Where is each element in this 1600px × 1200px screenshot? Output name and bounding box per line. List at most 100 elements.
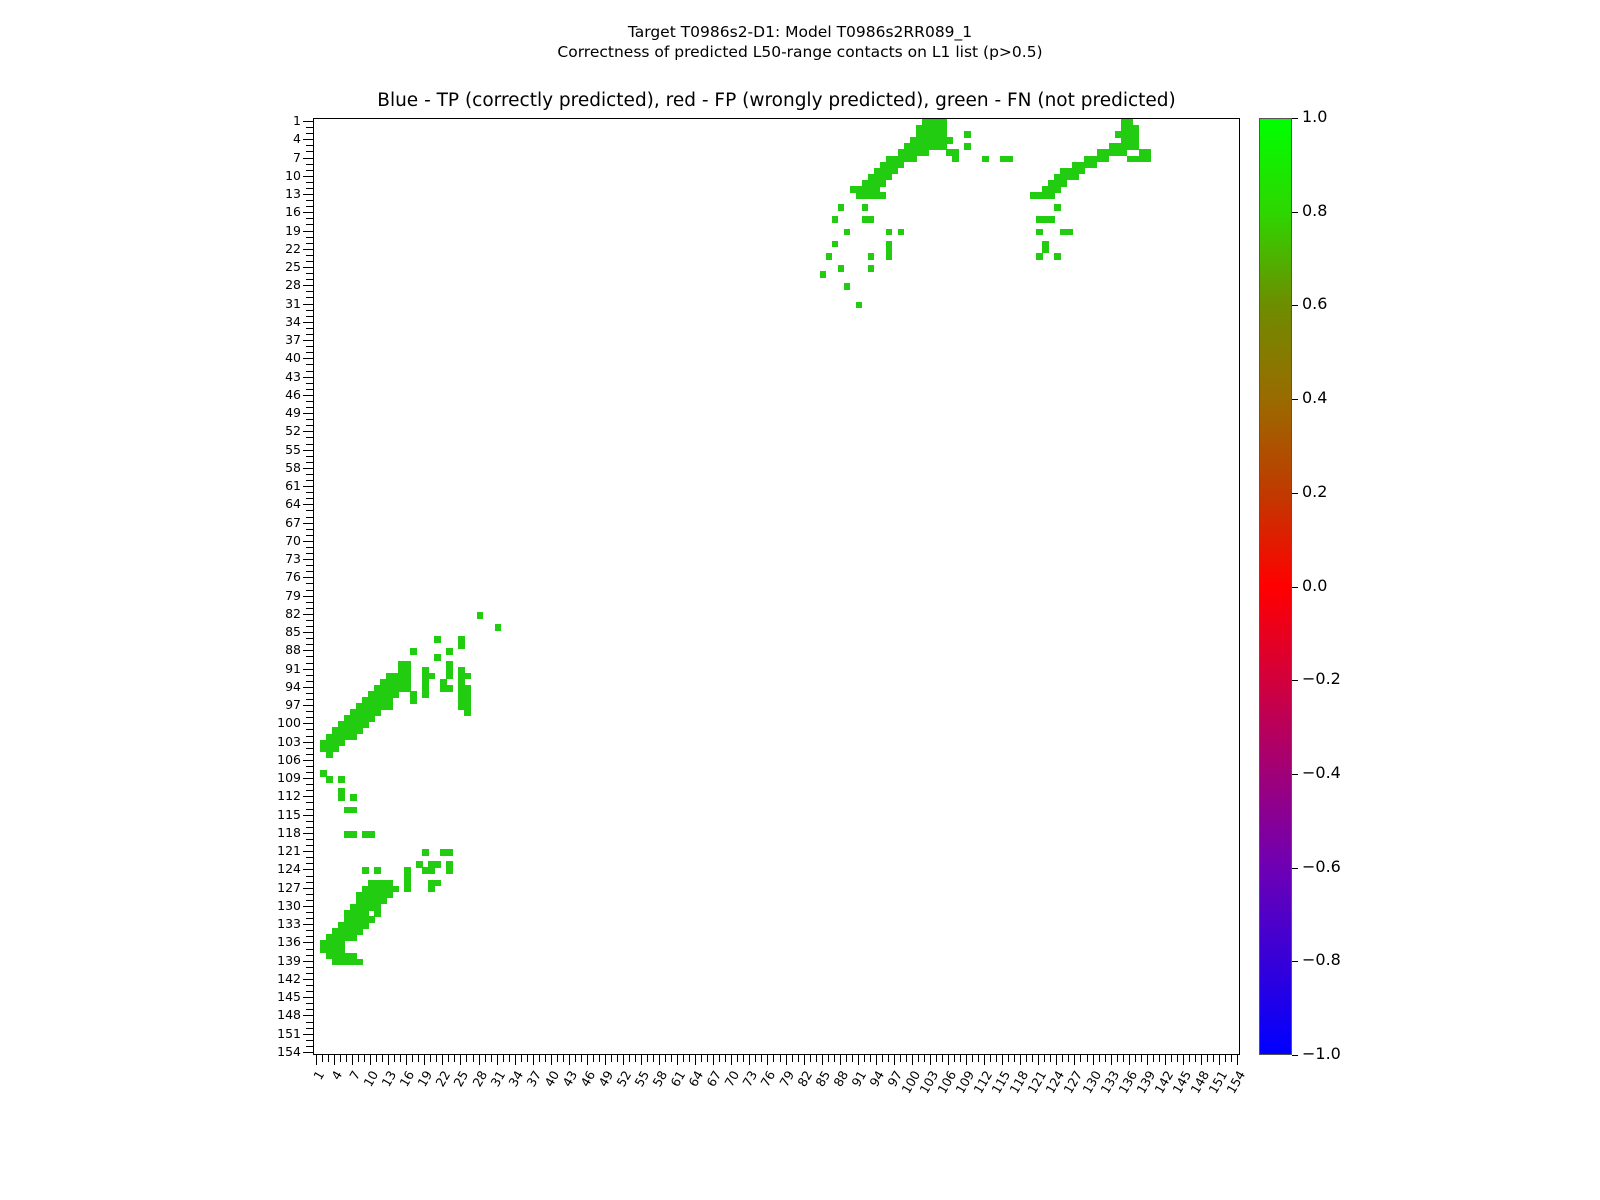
contact-cell bbox=[350, 794, 357, 802]
contact-cell bbox=[332, 934, 339, 941]
y-axis-tick bbox=[303, 194, 313, 196]
x-axis-tick bbox=[388, 1055, 390, 1065]
y-axis-tick bbox=[303, 1015, 313, 1017]
x-axis-tick bbox=[797, 1055, 799, 1062]
x-axis-tick bbox=[1170, 1055, 1172, 1062]
x-axis-tick bbox=[436, 1055, 438, 1062]
contact-cell bbox=[1138, 155, 1146, 163]
y-axis-tick bbox=[303, 632, 313, 634]
contact-cell bbox=[404, 867, 411, 875]
contact-cell bbox=[350, 916, 357, 923]
y-axis-tick bbox=[306, 626, 313, 628]
x-axis-tick bbox=[430, 1055, 432, 1062]
y-axis-tick bbox=[303, 467, 313, 469]
contact-map-plot-area[interactable] bbox=[313, 118, 1240, 1055]
contact-cell bbox=[1000, 155, 1007, 163]
contact-cell bbox=[362, 897, 369, 905]
contact-cell bbox=[1084, 155, 1092, 163]
x-axis-tick bbox=[779, 1055, 781, 1062]
x-axis-tick bbox=[1056, 1055, 1058, 1065]
contact-cell bbox=[1072, 167, 1080, 175]
x-axis-tick bbox=[394, 1055, 396, 1062]
contact-cell bbox=[1120, 149, 1128, 157]
x-axis-tick bbox=[490, 1055, 492, 1062]
y-axis-tick bbox=[306, 839, 313, 840]
y-axis-tick bbox=[303, 559, 313, 561]
contact-cell bbox=[428, 867, 435, 875]
contact-cell bbox=[344, 727, 351, 735]
y-axis-tick-label: 82 bbox=[285, 605, 301, 621]
contact-cell bbox=[362, 922, 369, 929]
x-axis-tick bbox=[960, 1055, 962, 1062]
x-axis-tick bbox=[942, 1055, 944, 1062]
contact-cell bbox=[398, 666, 405, 674]
contact-cell bbox=[934, 119, 941, 126]
contact-cell bbox=[332, 958, 339, 966]
y-axis-tick bbox=[306, 242, 313, 244]
contact-cell bbox=[843, 228, 851, 236]
x-axis-tick bbox=[1224, 1055, 1226, 1062]
y-axis-tick bbox=[306, 273, 313, 275]
contact-cell bbox=[897, 228, 905, 236]
y-axis-tick bbox=[306, 388, 313, 390]
x-axis-tick bbox=[1086, 1055, 1088, 1062]
y-axis-tick-label: 85 bbox=[285, 624, 301, 640]
contact-cell bbox=[891, 161, 899, 169]
contact-cell bbox=[940, 119, 947, 126]
contact-cell bbox=[398, 684, 405, 692]
contact-cell bbox=[1126, 119, 1134, 126]
contact-cell bbox=[1132, 155, 1140, 163]
y-axis-tick bbox=[306, 820, 313, 822]
contact-cell bbox=[362, 867, 369, 875]
contact-cell bbox=[404, 666, 411, 674]
contact-cell bbox=[1120, 125, 1128, 132]
contact-cell bbox=[344, 958, 351, 966]
contact-cell bbox=[861, 192, 869, 199]
x-axis-tick bbox=[1098, 1055, 1100, 1062]
y-axis-tick-label: 70 bbox=[285, 532, 301, 548]
contact-cell bbox=[915, 131, 923, 138]
contact-cell bbox=[885, 173, 893, 181]
y-axis-tick bbox=[306, 291, 313, 293]
contact-cell bbox=[368, 697, 375, 704]
contact-cell bbox=[434, 654, 441, 662]
x-axis-tick bbox=[899, 1055, 901, 1062]
contact-cell bbox=[374, 703, 381, 710]
contact-cell bbox=[422, 849, 429, 856]
x-axis-tick bbox=[905, 1055, 907, 1062]
x-axis-tick bbox=[1206, 1055, 1208, 1062]
y-axis-tick bbox=[306, 826, 313, 828]
x-axis-tick bbox=[881, 1055, 883, 1062]
colorbar[interactable]: 1.0 0.8 0.6 0.4 0.2 0.0 −0.2 −0.4 −0.6 −0.8 −1.0 bbox=[1259, 109, 1341, 1062]
x-axis-tick bbox=[520, 1055, 522, 1062]
y-axis-tick-label: 112 bbox=[277, 788, 301, 804]
x-axis-tick bbox=[725, 1055, 727, 1062]
contact-cell bbox=[1072, 173, 1080, 181]
y-axis-tick bbox=[303, 175, 313, 177]
x-axis-tick bbox=[322, 1055, 324, 1062]
contact-cell bbox=[476, 611, 484, 619]
figure-title-line-2: Correctness of predicted L50-range conta… bbox=[557, 43, 1043, 61]
y-axis-tick bbox=[303, 449, 313, 451]
contact-cell bbox=[1036, 228, 1043, 236]
contact-cell bbox=[368, 709, 375, 716]
contact-cell bbox=[1060, 179, 1068, 187]
contact-cell bbox=[464, 684, 472, 692]
contact-cell bbox=[1030, 192, 1037, 199]
contact-cell bbox=[909, 137, 917, 144]
contact-cell bbox=[404, 879, 411, 887]
figure-title-line-1: Target T0986s2-D1: Model T0986s2RR089_1 bbox=[627, 23, 973, 41]
y-axis-tick-label: 145 bbox=[277, 989, 301, 1005]
y-axis-tick bbox=[306, 985, 313, 987]
contact-cell bbox=[446, 684, 454, 692]
y-axis-tick-label: 46 bbox=[285, 386, 301, 402]
x-axis-tick bbox=[719, 1055, 721, 1062]
contact-cell bbox=[344, 934, 351, 941]
contact-cell bbox=[386, 684, 393, 692]
contact-cell bbox=[434, 636, 441, 643]
y-axis-tick bbox=[306, 619, 313, 621]
contact-cell bbox=[410, 648, 417, 656]
x-axis-tick bbox=[568, 1055, 570, 1065]
y-axis-tick bbox=[306, 480, 313, 482]
y-axis-tick bbox=[306, 881, 313, 883]
